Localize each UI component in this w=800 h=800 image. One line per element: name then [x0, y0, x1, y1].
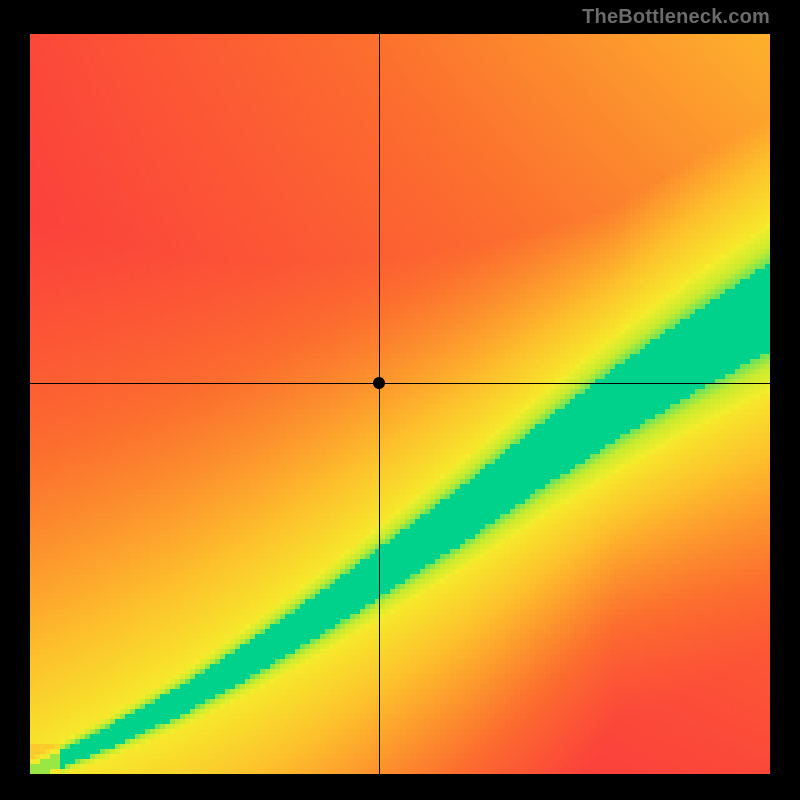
- marker-point: [373, 377, 385, 389]
- crosshair-horizontal: [30, 383, 770, 384]
- watermark-text: TheBottleneck.com: [582, 6, 770, 29]
- chart-container: TheBottleneck.com: [0, 0, 800, 800]
- heatmap-canvas: [30, 34, 770, 774]
- crosshair-vertical: [379, 34, 380, 774]
